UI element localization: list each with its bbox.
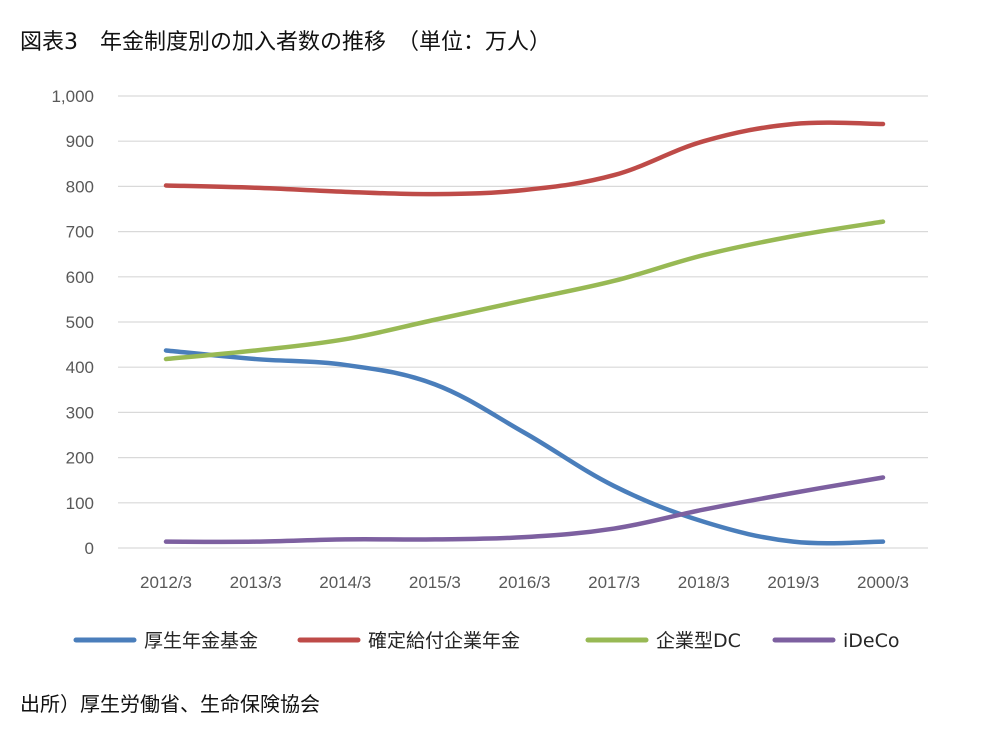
chart-title: 図表3 年金制度別の加入者数の推移 （単位：万人） <box>20 30 551 55</box>
legend-label: 厚生年金基金 <box>144 630 258 652</box>
line-chart: 0 100 200 300 400 500 600 700 800 900 1,000 2012/3… <box>51 87 928 652</box>
y-tick-label: 500 <box>66 313 94 332</box>
x-tick-label: 2015/3 <box>409 573 461 592</box>
y-tick-label: 900 <box>66 132 94 151</box>
series-line <box>163 120 886 197</box>
y-tick-label: 0 <box>85 539 94 558</box>
x-tick-label: 2012/3 <box>140 573 192 592</box>
y-tick-label: 200 <box>66 449 94 468</box>
series-line <box>163 219 886 362</box>
x-tick-label: 2016/3 <box>499 573 551 592</box>
x-tick-label: 2000/3 <box>857 573 909 592</box>
y-tick-label: 100 <box>66 494 94 513</box>
y-tick-label: 800 <box>66 177 94 196</box>
x-tick-label: 2017/3 <box>588 573 640 592</box>
x-tick-label: 2014/3 <box>319 573 371 592</box>
series-line <box>163 475 886 545</box>
legend-label: iDeCo <box>843 630 900 652</box>
x-tick-label: 2019/3 <box>767 573 819 592</box>
x-tick-label: 2013/3 <box>230 573 282 592</box>
gridlines <box>118 95 928 549</box>
series-lines <box>163 120 886 546</box>
legend: 厚生年金基金 確定給付企業年金 企業型DC iDeCo <box>73 630 900 652</box>
y-tick-label: 300 <box>66 403 94 422</box>
y-tick-label: 600 <box>66 268 94 287</box>
x-tick-label: 2018/3 <box>678 573 730 592</box>
legend-label: 企業型DC <box>656 630 741 652</box>
y-axis-ticks: 0 100 200 300 400 500 600 700 800 900 1,000 <box>51 87 94 558</box>
legend-label: 確定給付企業年金 <box>368 630 520 652</box>
y-tick-label: 700 <box>66 223 94 242</box>
source-note: 出所）厚生労働省、生命保険協会 <box>20 692 320 716</box>
series-line <box>163 348 886 546</box>
y-tick-label: 1,000 <box>51 87 94 106</box>
y-tick-label: 400 <box>66 358 94 377</box>
x-axis-ticks: 2012/3 2013/3 2014/3 2015/3 2016/3 2017/3 2018… <box>140 573 909 592</box>
